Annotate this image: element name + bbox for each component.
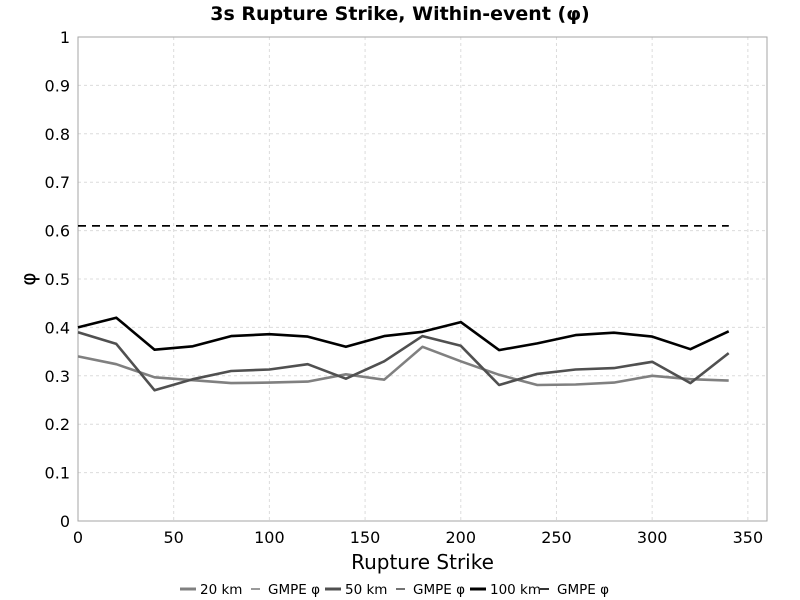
x-tick-label-1: 50: [164, 528, 184, 547]
y-tick-labels: 0 0.1 0.2 0.3 0.4 0.5 0.6 0.7 0.8 0.9 1: [31, 28, 70, 531]
y-tick-label-5: 0.5: [45, 270, 70, 289]
grid: [77, 36, 767, 522]
series-line-4: [77, 316, 730, 352]
legend-label-0: 20 km: [200, 582, 242, 598]
x-tick-label-3: 150: [350, 528, 381, 547]
legend: 20 km GMPE φ 50 km GMPE φ 100 km GMPE φ: [180, 582, 609, 598]
x-tick-label-4: 200: [446, 528, 477, 547]
y-tick-label-10: 1: [60, 28, 70, 47]
x-tick-label-2: 100: [254, 528, 285, 547]
y-tick-label-6: 0.6: [45, 222, 70, 241]
y-tick-label-0: 0: [60, 512, 70, 531]
y-tick-label-3: 0.3: [45, 367, 70, 386]
x-axis-label: Rupture Strike: [351, 550, 494, 574]
legend-label-3: GMPE φ: [413, 582, 465, 598]
y-tick-label-7: 0.7: [45, 173, 70, 192]
legend-label-5: GMPE φ: [557, 582, 609, 598]
y-tick-label-2: 0.2: [45, 415, 70, 434]
chart-title: 3s Rupture Strike, Within-event (φ): [210, 3, 590, 25]
x-tick-label-6: 300: [637, 528, 668, 547]
y-tick-label-4: 0.4: [45, 318, 70, 337]
x-tick-labels: 0 50 100 150 200 250 300 350: [73, 528, 763, 547]
legend-label-2: 50 km: [345, 582, 387, 598]
y-axis-label: φ: [16, 272, 40, 285]
x-tick-label-0: 0: [73, 528, 83, 547]
series-line-2: [77, 330, 730, 392]
x-tick-label-5: 250: [541, 528, 572, 547]
plot-frame: [77, 36, 768, 522]
legend-label-1: GMPE φ: [268, 582, 320, 598]
x-tick-label-7: 350: [733, 528, 764, 547]
y-tick-label-1: 0.1: [45, 464, 70, 483]
series-layer: [77, 225, 730, 392]
y-tick-label-8: 0.8: [45, 125, 70, 144]
y-tick-label-9: 0.9: [45, 76, 70, 95]
legend-label-4: 100 km: [490, 582, 541, 598]
